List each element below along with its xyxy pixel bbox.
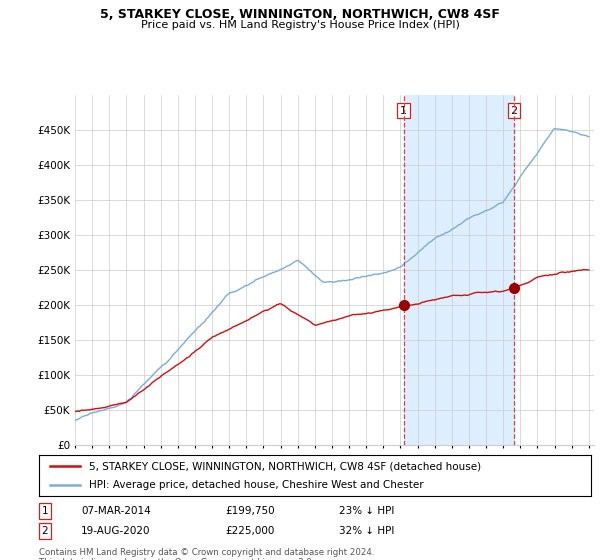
Text: HPI: Average price, detached house, Cheshire West and Chester: HPI: Average price, detached house, Ches… <box>89 480 424 489</box>
Text: 1: 1 <box>400 106 407 116</box>
Text: 32% ↓ HPI: 32% ↓ HPI <box>339 526 394 536</box>
Text: 1: 1 <box>41 506 49 516</box>
Text: 2: 2 <box>41 526 49 536</box>
Text: 07-MAR-2014: 07-MAR-2014 <box>81 506 151 516</box>
Text: 5, STARKEY CLOSE, WINNINGTON, NORTHWICH, CW8 4SF (detached house): 5, STARKEY CLOSE, WINNINGTON, NORTHWICH,… <box>89 461 481 471</box>
Text: Price paid vs. HM Land Registry's House Price Index (HPI): Price paid vs. HM Land Registry's House … <box>140 20 460 30</box>
Text: 23% ↓ HPI: 23% ↓ HPI <box>339 506 394 516</box>
Text: 5, STARKEY CLOSE, WINNINGTON, NORTHWICH, CW8 4SF: 5, STARKEY CLOSE, WINNINGTON, NORTHWICH,… <box>100 8 500 21</box>
Text: Contains HM Land Registry data © Crown copyright and database right 2024.
This d: Contains HM Land Registry data © Crown c… <box>39 548 374 560</box>
Text: 2: 2 <box>511 106 518 116</box>
Text: £199,750: £199,750 <box>225 506 275 516</box>
Text: £225,000: £225,000 <box>225 526 274 536</box>
Text: 19-AUG-2020: 19-AUG-2020 <box>81 526 151 536</box>
Bar <box>404 95 514 445</box>
